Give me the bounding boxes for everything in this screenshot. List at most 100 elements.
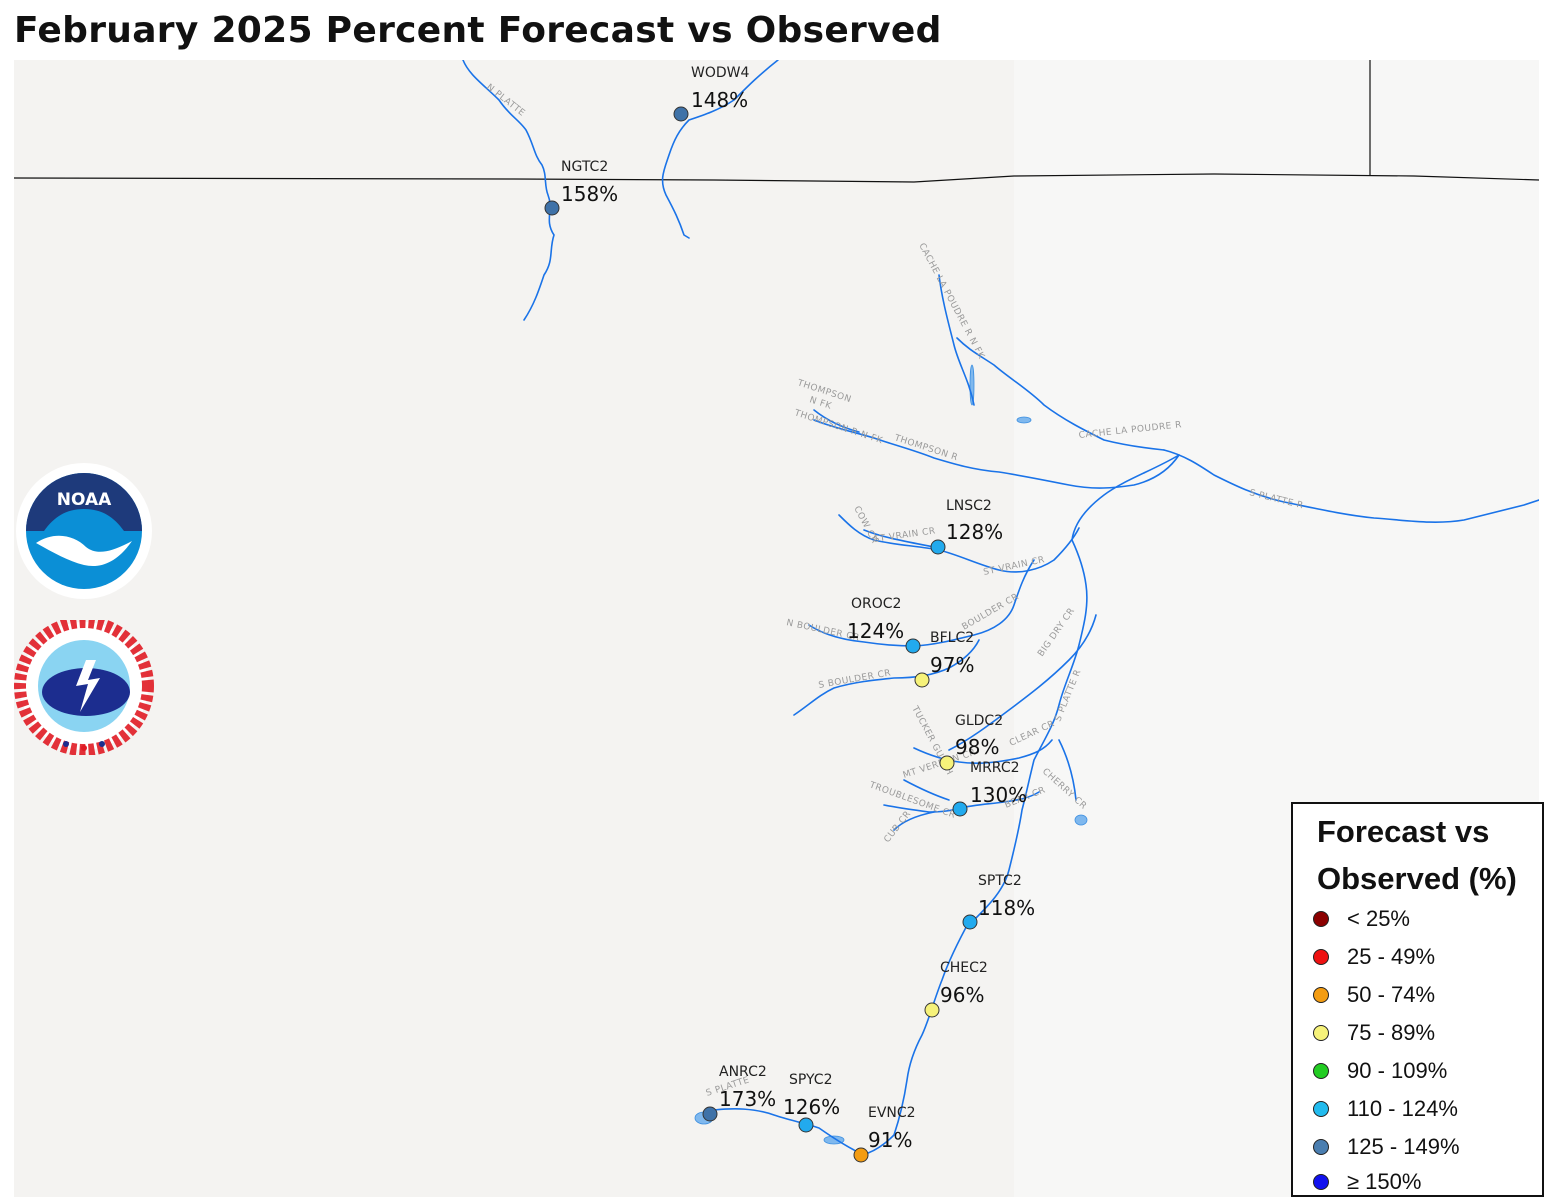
river-boulder-cr <box>808 559 1035 647</box>
station-spyc2[interactable]: SPYC2 126% <box>783 1072 840 1133</box>
river-s-boulder <box>793 639 980 716</box>
legend-swatch-icon <box>1313 1139 1329 1155</box>
legend-swatch-icon <box>1313 1063 1329 1079</box>
station-marker[interactable] <box>853 1147 869 1163</box>
svg-text:NOAA: NOAA <box>57 490 112 510</box>
nws-logo <box>14 620 154 755</box>
station-id: SPTC2 <box>978 873 1022 889</box>
station-id: BFLC2 <box>930 630 974 646</box>
station-id: WODW4 <box>691 65 749 81</box>
river-troublesome <box>893 811 935 831</box>
legend-label: ≥ 150% <box>1347 1169 1422 1194</box>
station-lnsc2[interactable]: LNSC2 128% <box>930 498 1003 555</box>
terrain-relief <box>14 60 1539 1197</box>
river-s-platte-lower <box>861 919 971 1156</box>
station-percent: 148% <box>691 88 748 112</box>
station-id: EVNC2 <box>868 1105 916 1121</box>
station-id: LNSC2 <box>946 498 992 514</box>
map-canvas[interactable]: N PLATTE CACHE LA POUDRE R N FK CACHE LA… <box>14 60 1539 1197</box>
station-percent: 98% <box>955 735 999 759</box>
station-id: OROC2 <box>851 596 901 612</box>
station-id: MRRC2 <box>970 760 1020 776</box>
legend-item: 25 - 49% <box>1313 942 1435 972</box>
station-mrrc2[interactable]: MRRC2 130% <box>952 760 1027 817</box>
state-boundary <box>14 60 1539 183</box>
legend: Forecast vs Observed (%) < 25% 25 - 49% … <box>1291 802 1544 1197</box>
legend-label: 90 - 109% <box>1347 1058 1448 1083</box>
legend-item: 125 - 149% <box>1313 1132 1460 1162</box>
station-marker[interactable] <box>914 672 930 688</box>
map[interactable]: N PLATTE CACHE LA POUDRE R N FK CACHE LA… <box>14 60 1539 1197</box>
legend-swatch-icon <box>1313 1174 1329 1190</box>
station-id: SPYC2 <box>789 1072 833 1088</box>
station-marker[interactable] <box>673 106 689 122</box>
river-plum-cherry <box>1058 739 1077 801</box>
station-id: NGTC2 <box>561 159 608 175</box>
station-wodw4[interactable]: WODW4 148% <box>673 65 749 122</box>
station-sptc2[interactable]: SPTC2 118% <box>962 873 1035 930</box>
station-ngtc2[interactable]: NGTC2 158% <box>544 159 618 216</box>
station-marker[interactable] <box>939 755 955 771</box>
river-cache-la-poudre-nfk <box>938 274 975 406</box>
station-percent: 126% <box>783 1095 840 1119</box>
river-s-platte-to-denver <box>973 454 1180 921</box>
stations: WODW4 148% NGTC2 158% LNSC2 128% OROC2 1… <box>544 65 1035 1163</box>
station-percent: 91% <box>868 1128 912 1152</box>
station-percent: 118% <box>978 896 1035 920</box>
station-marker[interactable] <box>798 1117 814 1133</box>
river-st-vrain <box>838 514 1080 573</box>
station-percent: 130% <box>970 783 1027 807</box>
legend-swatch-icon <box>1313 987 1329 1003</box>
legend-swatch-icon <box>1313 1101 1329 1117</box>
river-thompson <box>813 419 1180 489</box>
legend-label: < 25% <box>1347 906 1410 931</box>
station-percent: 158% <box>561 182 618 206</box>
legend-swatch-icon <box>1313 1025 1329 1041</box>
station-bflc2[interactable]: BFLC2 97% <box>914 630 974 688</box>
legend-label: 50 - 74% <box>1347 982 1436 1007</box>
station-marker[interactable] <box>702 1106 718 1122</box>
legend-item: ≥ 150% <box>1313 1167 1421 1197</box>
station-percent: 124% <box>847 619 904 643</box>
station-id: CHEC2 <box>940 960 988 976</box>
station-percent: 173% <box>719 1087 776 1111</box>
river-clear-cr <box>913 739 1053 765</box>
station-marker[interactable] <box>924 1002 940 1018</box>
legend-swatch-icon <box>1313 911 1329 927</box>
station-evnc2[interactable]: EVNC2 91% <box>853 1105 916 1163</box>
station-marker[interactable] <box>544 200 560 216</box>
station-chec2[interactable]: CHEC2 96% <box>924 960 988 1018</box>
legend-swatch-icon <box>1313 949 1329 965</box>
legend-title: Forecast vs Observed (%) <box>1317 814 1517 896</box>
station-percent: 96% <box>940 983 984 1007</box>
station-oroc2[interactable]: OROC2 124% <box>847 596 921 654</box>
noaa-logo: NOAA <box>16 463 152 599</box>
station-marker[interactable] <box>962 914 978 930</box>
station-percent: 97% <box>930 653 974 677</box>
river-thompson-nfk <box>813 409 860 433</box>
station-gldc2[interactable]: GLDC2 98% <box>939 713 1003 771</box>
station-id: ANRC2 <box>719 1064 767 1080</box>
legend-item: < 25% <box>1313 904 1410 934</box>
legend-item: 110 - 124% <box>1313 1094 1458 1124</box>
legend-label: 125 - 149% <box>1347 1134 1460 1159</box>
page-title: February 2025 Percent Forecast vs Observ… <box>14 10 942 51</box>
river-bear-cr-upper <box>903 779 950 801</box>
station-id: GLDC2 <box>955 713 1003 729</box>
river-wy-upper <box>661 60 779 239</box>
legend-label: 25 - 49% <box>1347 944 1436 969</box>
station-percent: 128% <box>946 520 1003 544</box>
river-s-platte-main <box>1163 449 1539 523</box>
legend-item: 90 - 109% <box>1313 1056 1447 1086</box>
river-n-platte-wy <box>462 60 555 321</box>
legend-label: 75 - 89% <box>1347 1020 1436 1045</box>
station-marker[interactable] <box>952 801 968 817</box>
legend-label: 110 - 124% <box>1347 1096 1458 1121</box>
river-cache-la-poudre <box>956 337 1165 451</box>
legend-item: 50 - 74% <box>1313 980 1435 1010</box>
river-big-dry <box>948 614 1097 751</box>
station-marker[interactable] <box>905 638 921 654</box>
station-marker[interactable] <box>930 539 946 555</box>
station-anrc2[interactable]: ANRC2 173% <box>702 1064 776 1122</box>
legend-item: 75 - 89% <box>1313 1018 1435 1048</box>
